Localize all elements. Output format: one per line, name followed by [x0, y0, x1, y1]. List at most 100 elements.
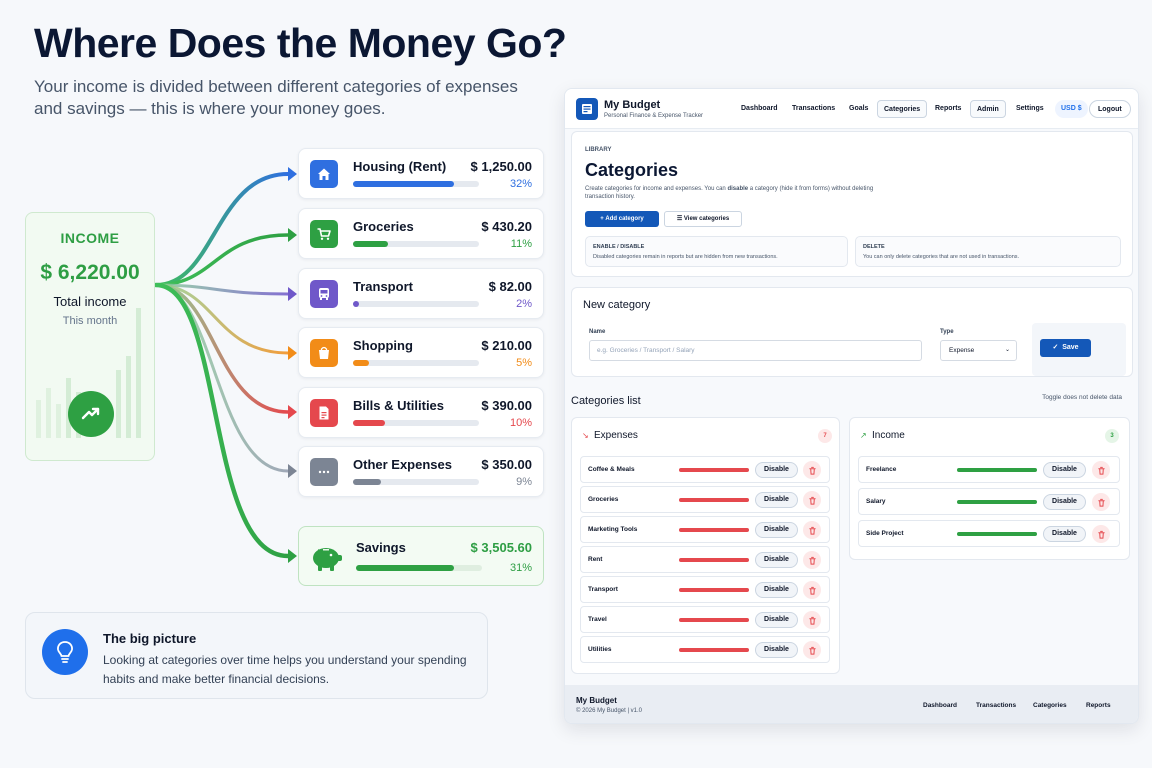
category-progress — [353, 420, 479, 426]
category-percent: 9% — [516, 476, 532, 488]
delete-button[interactable] — [803, 611, 821, 629]
disable-button[interactable]: Disable — [755, 582, 798, 598]
footer-link-categories[interactable]: Categories — [1033, 702, 1067, 709]
app-topbar: My Budget Personal Finance & Expense Tra… — [565, 89, 1138, 129]
category-card-shopping: Shopping $ 210.00 5% — [298, 327, 544, 378]
nav-dashboard[interactable]: Dashboard — [741, 105, 778, 112]
savings-card: Savings $ 3,505.60 31% — [298, 526, 544, 586]
category-row-name: Freelance — [866, 466, 897, 473]
disable-button[interactable]: Disable — [755, 612, 798, 628]
app-brand-subtitle: Personal Finance & Expense Tracker — [604, 113, 704, 119]
page-subtitle: Your income is divided between different… — [34, 77, 518, 118]
category-row-name: Side Project — [866, 530, 904, 537]
disable-button[interactable]: Disable — [755, 522, 798, 538]
disable-button[interactable]: Disable — [755, 642, 798, 658]
category-row: Marketing Tools Disable — [580, 516, 830, 543]
disable-button[interactable]: Disable — [1043, 462, 1086, 478]
disable-button[interactable]: Disable — [755, 552, 798, 568]
disable-button[interactable]: Disable — [755, 462, 798, 478]
note-title: ENABLE / DISABLE — [593, 244, 645, 250]
app-logo-icon[interactable] — [576, 98, 598, 120]
category-progress-fill — [353, 360, 369, 366]
app-brand[interactable]: My Budget — [604, 99, 661, 111]
category-row-name: Coffee & Meals — [588, 466, 635, 473]
type-field-label: Type — [940, 329, 954, 335]
category-name: Other Expenses — [353, 457, 452, 472]
type-select[interactable]: Expense ⌄ — [940, 340, 1017, 361]
delete-button[interactable] — [803, 551, 821, 569]
savings-progress — [356, 565, 482, 571]
currency-selector[interactable]: USD $ — [1055, 100, 1088, 118]
category-row-bar — [679, 588, 749, 592]
nav-admin[interactable]: Admin — [970, 100, 1006, 118]
money-flow-lines — [153, 167, 297, 563]
delete-button[interactable] — [803, 491, 821, 509]
delete-note: DELETE You can only delete categories th… — [855, 236, 1121, 267]
nav-settings[interactable]: Settings — [1016, 105, 1044, 112]
logout-button[interactable]: Logout — [1089, 100, 1131, 118]
nav-categories[interactable]: Categories — [877, 100, 928, 118]
add-category-button[interactable]: + Add category — [585, 211, 659, 227]
footer-link-reports[interactable]: Reports — [1086, 702, 1111, 709]
expenses-count-badge: 7 — [818, 429, 832, 443]
income-group: ↗ Income 3 Freelance Disable Salary Disable… — [849, 417, 1130, 560]
category-progress-fill — [353, 181, 454, 187]
arrow-down-right-icon: ↘ — [582, 431, 589, 440]
name-field-label: Name — [589, 329, 606, 335]
footer-link-dashboard[interactable]: Dashboard — [923, 702, 957, 709]
income-title: Income — [872, 430, 905, 441]
footer-link-transactions[interactable]: Transactions — [976, 702, 1017, 709]
trash-icon — [1097, 498, 1105, 507]
delete-button[interactable] — [803, 461, 821, 479]
save-area: ✓ Save — [1032, 323, 1126, 376]
trash-icon — [808, 586, 816, 595]
cart-icon — [310, 220, 338, 248]
arrow-up-right-icon: ↗ — [860, 431, 867, 440]
disable-button[interactable]: Disable — [1043, 494, 1086, 510]
delete-button[interactable] — [1092, 525, 1110, 543]
trash-icon — [808, 646, 816, 655]
category-percent: 5% — [516, 357, 532, 369]
trash-icon — [808, 466, 816, 475]
category-card-other: Other Expenses $ 350.00 9% — [298, 446, 544, 497]
category-amount: $ 390.00 — [481, 398, 532, 413]
category-card-bills: Bills & Utilities $ 390.00 10% — [298, 387, 544, 438]
save-button[interactable]: ✓ Save — [1040, 339, 1091, 357]
trash-icon — [1097, 530, 1105, 539]
nav-transactions[interactable]: Transactions — [792, 105, 836, 112]
expenses-title: Expenses — [594, 430, 638, 441]
income-count-badge: 3 — [1105, 429, 1119, 443]
delete-button[interactable] — [803, 521, 821, 539]
trash-icon — [808, 526, 816, 535]
categories-list-title: Categories list — [571, 395, 641, 407]
category-amount: $ 1,250.00 — [470, 159, 532, 174]
nav-reports[interactable]: Reports — [935, 105, 962, 112]
category-progress-fill — [353, 420, 385, 426]
category-row-name: Marketing Tools — [588, 526, 638, 533]
disable-button[interactable]: Disable — [755, 492, 798, 508]
category-row-bar — [957, 468, 1037, 472]
category-row: Freelance Disable — [858, 456, 1120, 483]
delete-button[interactable] — [1092, 493, 1110, 511]
category-name-input[interactable] — [589, 340, 922, 361]
delete-button[interactable] — [1092, 461, 1110, 479]
disable-button[interactable]: Disable — [1043, 526, 1086, 542]
category-row: Coffee & Meals Disable — [580, 456, 830, 483]
tip-body: Looking at categories over time helps yo… — [103, 653, 467, 686]
new-category-title: New category — [583, 299, 651, 311]
nav-goals[interactable]: Goals — [849, 105, 869, 112]
category-percent: 10% — [509, 417, 532, 429]
view-categories-button[interactable]: ☰ View categories — [664, 211, 742, 227]
budget-app-window: My Budget Personal Finance & Expense Tra… — [564, 88, 1139, 724]
category-row-bar — [679, 468, 749, 472]
category-row: Travel Disable — [580, 606, 830, 633]
delete-button[interactable] — [803, 581, 821, 599]
check-icon: ✓ — [1052, 344, 1059, 351]
categories-heading: Categories — [585, 160, 679, 180]
chevron-down-icon: ⌄ — [1004, 347, 1010, 353]
category-row-name: Utilities — [588, 646, 612, 653]
category-row: Groceries Disable — [580, 486, 830, 513]
savings-progress-fill — [356, 565, 454, 571]
delete-button[interactable] — [803, 641, 821, 659]
category-progress — [353, 479, 479, 485]
